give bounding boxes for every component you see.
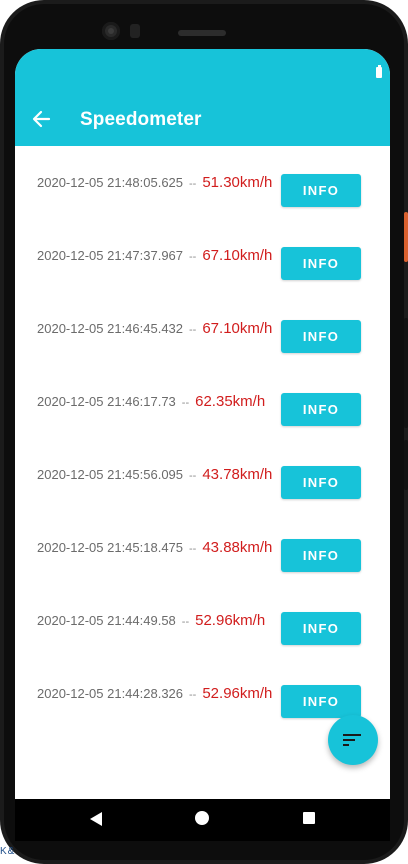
list-item: 2020-12-05 21:47:37.967 -- 67.10km/h INFO bbox=[15, 219, 390, 292]
record-timestamp: 2020-12-05 21:46:45.432 bbox=[37, 321, 184, 336]
record-separator: -- bbox=[181, 397, 190, 409]
side-button bbox=[404, 440, 408, 490]
record-speed: 67.10km/h bbox=[202, 320, 273, 337]
record-text: 2020-12-05 21:45:18.475 -- 43.88km/h bbox=[37, 511, 272, 584]
nav-back-icon[interactable] bbox=[89, 811, 103, 827]
record-text: 2020-12-05 21:46:17.73 -- 62.35km/h bbox=[37, 365, 265, 438]
page-title: Speedometer bbox=[80, 109, 202, 130]
record-timestamp: 2020-12-05 21:45:18.475 bbox=[37, 540, 184, 555]
record-text: 2020-12-05 21:48:05.625 -- 51.30km/h bbox=[37, 146, 272, 219]
record-timestamp: 2020-12-05 21:47:37.967 bbox=[37, 248, 184, 263]
power-button bbox=[404, 212, 408, 262]
record-speed: 43.88km/h bbox=[202, 539, 273, 556]
info-button[interactable]: INFO bbox=[281, 685, 361, 718]
earpiece-speaker bbox=[178, 30, 226, 36]
volume-button bbox=[404, 318, 408, 428]
corner-text: K& bbox=[0, 846, 16, 857]
sort-icon bbox=[343, 734, 361, 746]
record-separator: -- bbox=[189, 543, 197, 555]
record-timestamp: 2020-12-05 21:46:17.73 bbox=[37, 394, 176, 409]
record-timestamp: 2020-12-05 21:44:28.326 bbox=[37, 686, 184, 701]
record-text: 2020-12-05 21:47:37.967 -- 67.10km/h bbox=[37, 219, 272, 292]
list-item: 2020-12-05 21:46:45.432 -- 67.10km/h INFO bbox=[15, 292, 390, 365]
front-camera bbox=[102, 22, 120, 40]
record-speed: 67.10km/h bbox=[202, 247, 273, 264]
record-text: 2020-12-05 21:44:28.326 -- 52.96km/h bbox=[37, 657, 272, 730]
info-button[interactable]: INFO bbox=[281, 174, 361, 207]
record-timestamp: 2020-12-05 21:44:49.58 bbox=[37, 613, 176, 628]
info-button[interactable]: INFO bbox=[281, 393, 361, 426]
list-item: 2020-12-05 21:44:28.326 -- 52.96km/h INFO bbox=[15, 657, 390, 730]
info-button[interactable]: INFO bbox=[281, 247, 361, 280]
record-separator: -- bbox=[189, 324, 197, 336]
record-text: 2020-12-05 21:46:45.432 -- 67.10km/h bbox=[37, 292, 272, 365]
app-screen: Speedometer 2020-12-05 21:48:05.625 -- 51.… bbox=[15, 49, 390, 799]
record-speed: 52.96km/h bbox=[195, 612, 266, 629]
info-button[interactable]: INFO bbox=[281, 612, 361, 645]
record-text: 2020-12-05 21:44:49.58 -- 52.96km/h bbox=[37, 584, 265, 657]
battery-icon bbox=[376, 65, 382, 78]
record-separator: -- bbox=[189, 251, 197, 263]
list-item: 2020-12-05 21:44:49.58 -- 52.96km/h INFO bbox=[15, 584, 390, 657]
record-timestamp: 2020-12-05 21:45:56.095 bbox=[37, 467, 184, 482]
record-text: 2020-12-05 21:45:56.095 -- 43.78km/h bbox=[37, 438, 272, 511]
info-button[interactable]: INFO bbox=[281, 466, 361, 499]
app-bar: Speedometer bbox=[15, 49, 390, 146]
record-speed: 52.96km/h bbox=[202, 685, 273, 702]
arrow-left-icon bbox=[32, 110, 51, 128]
nav-home-icon[interactable] bbox=[195, 811, 209, 825]
system-nav-bar bbox=[15, 799, 390, 841]
list-item: 2020-12-05 21:48:05.625 -- 51.30km/h INFO bbox=[15, 146, 390, 219]
record-timestamp: 2020-12-05 21:48:05.625 bbox=[37, 175, 184, 190]
record-separator: -- bbox=[189, 689, 197, 701]
sensor bbox=[130, 24, 140, 38]
record-separator: -- bbox=[189, 470, 197, 482]
list-item: 2020-12-05 21:45:18.475 -- 43.88km/h INFO bbox=[15, 511, 390, 584]
nav-recents-icon[interactable] bbox=[303, 812, 315, 824]
record-speed: 51.30km/h bbox=[202, 174, 273, 191]
record-separator: -- bbox=[189, 178, 197, 190]
record-speed: 62.35km/h bbox=[195, 393, 266, 410]
info-button[interactable]: INFO bbox=[281, 539, 361, 572]
record-separator: -- bbox=[181, 616, 190, 628]
sort-fab[interactable] bbox=[328, 715, 378, 765]
back-button[interactable] bbox=[29, 107, 55, 131]
record-speed: 43.78km/h bbox=[202, 466, 273, 483]
list-item: 2020-12-05 21:46:17.73 -- 62.35km/h INFO bbox=[15, 365, 390, 438]
list-item: 2020-12-05 21:45:56.095 -- 43.78km/h INFO bbox=[15, 438, 390, 511]
info-button[interactable]: INFO bbox=[281, 320, 361, 353]
